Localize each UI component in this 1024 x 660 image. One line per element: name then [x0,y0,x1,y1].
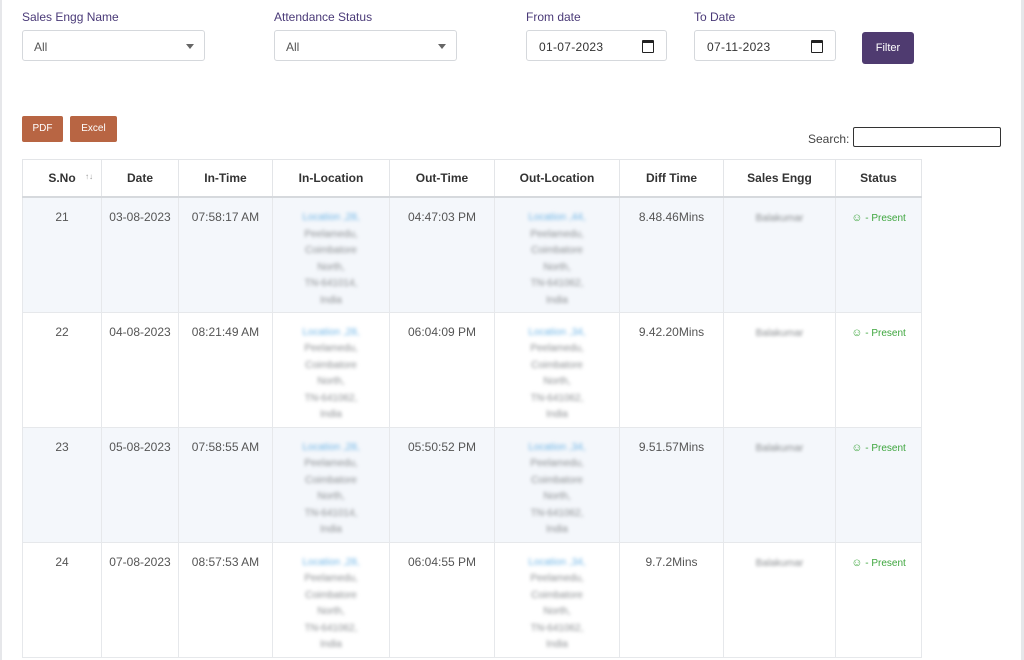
cell-diff-time: 9.7.2Mins [619,541,724,658]
cell-in-location: Location ,28, Peelamedu, Coimbatore North, T… [272,426,390,543]
cell-sno: 24 [22,541,102,658]
cell-status: ☺ - Present [835,196,922,313]
cell-sno: 22 [22,311,102,428]
cell-status: ☺ - Present [835,426,922,543]
attendance-table: S.No ↑↓ Date In-Time In-Location Out-Time… [22,159,922,658]
table-row: 24 07-08-2023 08:57:53 AM Location ,28, P… [22,541,922,658]
cell-diff-time: 9.51.57Mins [619,426,724,543]
header-out-time[interactable]: Out-Time [389,159,495,198]
to-date-value: 07-11-2023 [707,40,771,54]
table-header-row: S.No ↑↓ Date In-Time In-Location Out-Time… [22,159,922,198]
smile-icon: ☺ [851,556,863,569]
search-input[interactable] [853,127,1001,147]
cell-diff-time: 9.42.20Mins [619,311,724,428]
smile-icon: ☺ [851,326,863,339]
cell-out-time: 05:50:52 PM [389,426,495,543]
table-row: 22 04-08-2023 08:21:49 AM Location ,28, P… [22,311,922,428]
cell-out-time: 06:04:55 PM [389,541,495,658]
cell-sales-engg: Balakumar [723,311,836,428]
cell-sno: 21 [22,196,102,313]
filter-button[interactable]: Filter [862,32,914,64]
cell-in-location: Location ,28, Peelamedu, Coimbatore North, T… [272,311,390,428]
cell-sales-engg: Balakumar [723,541,836,658]
pdf-button[interactable]: PDF [22,116,63,142]
cell-out-location: Location ,34, Peelamedu, Coimbatore North, T… [494,311,620,428]
calendar-icon[interactable] [811,40,823,53]
chevron-down-icon [438,44,446,49]
cell-out-location: Location ,34, Peelamedu, Coimbatore North, T… [494,541,620,658]
header-out-location[interactable]: Out-Location [494,159,620,198]
header-sno[interactable]: S.No ↑↓ [22,159,102,198]
excel-button[interactable]: Excel [70,116,117,142]
cell-sales-engg: Balakumar [723,196,836,313]
header-in-time[interactable]: In-Time [178,159,273,198]
cell-in-time: 08:21:49 AM [178,311,273,428]
header-sales-engg[interactable]: Sales Engg [723,159,836,198]
smile-icon: ☺ [851,212,863,224]
cell-in-time: 07:58:17 AM [178,196,273,313]
from-date-input[interactable]: 01-07-2023 [526,30,667,61]
smile-icon: ☺ [851,441,863,454]
header-date[interactable]: Date [101,159,179,198]
table-row: 23 05-08-2023 07:58:55 AM Location ,28, P… [22,426,922,543]
from-date-label: From date [526,10,581,24]
attendance-status-label: Attendance Status [274,10,373,24]
cell-date: 03-08-2023 [101,196,179,313]
page-left-border [0,0,2,660]
cell-status: ☺ - Present [835,311,922,428]
cell-date: 04-08-2023 [101,311,179,428]
calendar-icon[interactable] [642,40,654,53]
chevron-down-icon [186,44,194,49]
to-date-input[interactable]: 07-11-2023 [694,30,836,61]
cell-out-location: Location ,44, Peelamedu, Coimbatore North, T… [494,196,620,313]
cell-in-location: Location ,28, Peelamedu, Coimbatore North, T… [272,541,390,658]
cell-sales-engg: Balakumar [723,426,836,543]
from-date-value: 01-07-2023 [539,40,604,54]
search-label: Search: [808,132,850,146]
header-in-location[interactable]: In-Location [272,159,390,198]
cell-in-location: Location ,28, Peelamedu, Coimbatore North, T… [272,196,390,313]
sort-arrows-icon[interactable]: ↑↓ [85,172,93,181]
attendance-status-select[interactable]: All [274,30,457,61]
header-diff-time[interactable]: Diff Time [619,159,724,198]
sales-engg-select[interactable]: All [22,30,205,61]
page-right-border [1021,0,1024,660]
sales-engg-label: Sales Engg Name [22,10,119,24]
attendance-status-value: All [286,40,300,54]
cell-sno: 23 [22,426,102,543]
cell-diff-time: 8.48.46Mins [619,196,724,313]
cell-out-time: 04:47:03 PM [389,196,495,313]
table-row: 21 03-08-2023 07:58:17 AM Location ,28, P… [22,196,922,313]
to-date-label: To Date [694,10,736,24]
header-status[interactable]: Status [835,159,922,198]
cell-out-time: 06:04:09 PM [389,311,495,428]
sales-engg-value: All [34,40,48,54]
cell-status: ☺ - Present [835,541,922,658]
cell-in-time: 07:58:55 AM [178,426,273,543]
cell-out-location: Location ,34, Peelamedu, Coimbatore North, T… [494,426,620,543]
cell-date: 07-08-2023 [101,541,179,658]
cell-date: 05-08-2023 [101,426,179,543]
cell-in-time: 08:57:53 AM [178,541,273,658]
